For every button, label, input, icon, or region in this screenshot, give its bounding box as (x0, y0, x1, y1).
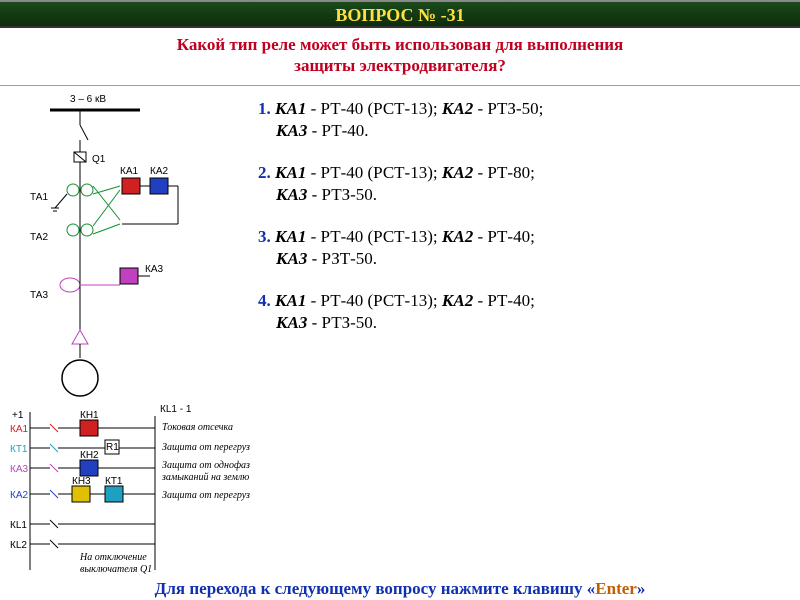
row-kl1: КL1 (10, 520, 155, 531)
svg-text:R1: R1 (106, 442, 119, 453)
content-area: 3 – 6 кВ Q1 ТА1 ТА2 (0, 86, 800, 580)
svg-text:замыканий на землю: замыканий на землю (161, 472, 249, 483)
question-line1: Какой тип реле может быть использован дл… (20, 34, 780, 55)
ta1-label: ТА1 (30, 192, 48, 203)
diagram-svg: 3 – 6 кВ Q1 ТА1 ТА2 (10, 90, 250, 580)
q1-label: Q1 (92, 154, 106, 165)
svg-text:выключателя Q1: выключателя Q1 (80, 564, 152, 575)
footer-hint: Для перехода к следующему вопросу нажмит… (0, 579, 800, 599)
question-box: Какой тип реле может быть использован дл… (0, 28, 800, 86)
svg-text:КН3: КН3 (72, 476, 91, 487)
answer-num: 2. (258, 163, 271, 182)
svg-text:КТ1: КТ1 (10, 444, 28, 455)
footer-post: » (637, 579, 646, 598)
svg-text:КА1: КА1 (10, 424, 28, 435)
title-text: ВОПРОС № -31 (335, 5, 464, 25)
svg-text:КА3: КА3 (10, 464, 28, 475)
ka3-label: КА3 (145, 264, 163, 275)
svg-text:КН1: КН1 (80, 410, 99, 421)
row-ka1: КА1 КН1 Токовая отсечка (10, 410, 233, 436)
svg-text:Защита от перегрузки: Защита от перегрузки (162, 490, 250, 501)
answer-num: 4. (258, 291, 271, 310)
footer-pre: Для перехода к следующему вопросу нажмит… (155, 579, 596, 598)
svg-text:КТ1: КТ1 (105, 476, 123, 487)
row-ka3: КА3 КН2 Защита от однофазных замыканий н… (10, 450, 250, 483)
answer-4[interactable]: 4. КА1 - РТ-40 (РСТ-13); КА2 - РТ-40; КА… (258, 290, 790, 334)
footer-key: Enter (595, 579, 637, 598)
question-line2: защиты электродвигателя? (20, 55, 780, 76)
row-kl2: КL2 На отключение выключателя Q1 (10, 540, 155, 575)
svg-text:Защита от однофазных: Защита от однофазных (162, 460, 250, 471)
svg-text:Токовая отсечка: Токовая отсечка (162, 422, 233, 433)
row-kt1: КТ1 R1 Защита от перегрузки (10, 440, 250, 455)
ka2-label: КА2 (150, 166, 168, 177)
svg-text:КА2: КА2 (10, 490, 28, 501)
ta3-label: ТА3 (30, 290, 48, 301)
answer-num: 3. (258, 227, 271, 246)
answer-2[interactable]: 2. КА1 - РТ-40 (РСТ-13); КА2 - РТ-80; КА… (258, 162, 790, 206)
svg-text:Защита от перегрузки: Защита от перегрузки (162, 442, 250, 453)
svg-text:КL1: КL1 (10, 520, 27, 531)
answer-1[interactable]: 1. КА1 - РТ-40 (РСТ-13); КА2 - РТЗ-50; К… (258, 98, 790, 142)
svg-text:КL2: КL2 (10, 540, 27, 551)
ka1-label: КА1 (120, 166, 138, 177)
answers-list: 1. КА1 - РТ-40 (РСТ-13); КА2 - РТЗ-50; К… (250, 90, 790, 580)
plus1-label: +1 (12, 410, 24, 421)
answer-num: 1. (258, 99, 271, 118)
answer-3[interactable]: 3. КА1 - РТ-40 (РСТ-13); КА2 - РТ-40; КА… (258, 226, 790, 270)
svg-text:На отключение: На отключение (79, 552, 147, 563)
svg-text:КН2: КН2 (80, 450, 99, 461)
voltage-label: 3 – 6 кВ (70, 94, 106, 105)
title-bar: ВОПРОС № -31 (0, 0, 800, 28)
circuit-diagram: 3 – 6 кВ Q1 ТА1 ТА2 (10, 90, 250, 580)
kl1-1-label: КL1 - 1 (160, 404, 192, 415)
ta2-label: ТА2 (30, 232, 48, 243)
